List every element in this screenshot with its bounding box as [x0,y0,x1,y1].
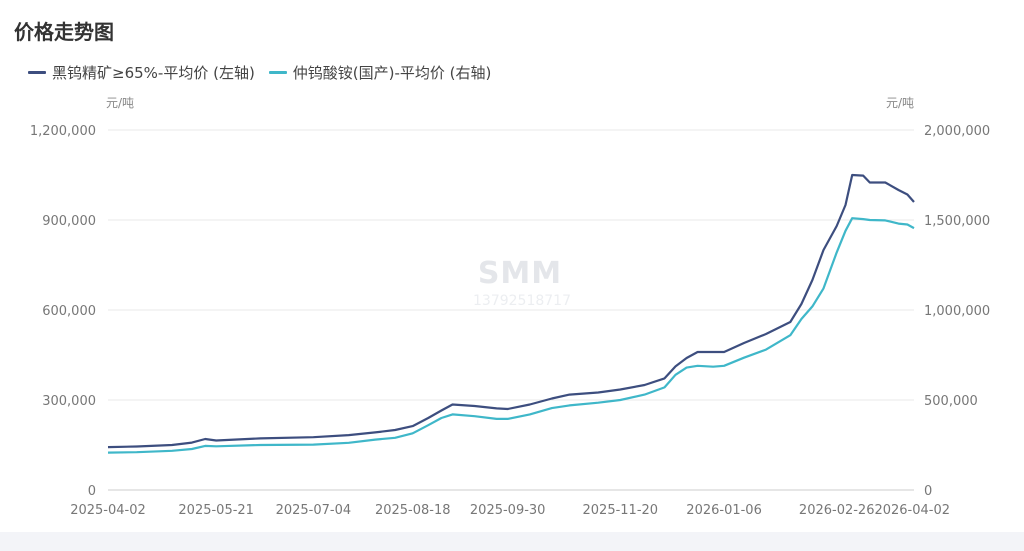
bottom-scroll-bar[interactable] [0,532,1024,551]
price-trend-chart: SMM 13792518717 1,200,000 900,000 600,000 3… [30,96,990,518]
x-tick-label: 2026-01-06 [686,503,762,518]
y-right-tick-label: 0 [924,484,932,499]
y-axis-right: 2,000,000 1,500,000 1,000,000 500,000 0 [924,124,990,499]
grid-lines [108,129,914,491]
chart-title: 价格走势图 [14,20,114,44]
legend-item-series-left[interactable]: 黑钨精矿≥65%-平均价 (左轴) [28,62,255,83]
x-tick-label: 2025-08-18 [375,503,451,518]
legend-swatch-left [28,71,46,74]
y-left-tick-label: 600,000 [42,304,96,319]
y-right-tick-label: 1,000,000 [924,304,990,319]
legend-swatch-right [268,71,287,74]
y-left-tick-label: 900,000 [42,214,96,229]
legend-label-left: 黑钨精矿≥65%-平均价 (左轴) [52,64,255,82]
x-tick-label: 2026-04-02 [874,503,950,518]
y-left-tick-label: 0 [88,484,96,499]
y-axis-left: 1,200,000 900,000 600,000 300,000 0 [30,124,96,499]
legend: 黑钨精矿≥65%-平均价 (左轴) 仲钨酸铵(国产)-平均价 (右轴) [28,62,505,83]
series-line-right[interactable] [107,217,915,454]
series-line-left[interactable] [107,173,915,449]
y-axis-right-unit: 元/吨 [886,96,914,110]
legend-item-series-right[interactable]: 仲钨酸铵(国产)-平均价 (右轴) [268,62,492,83]
x-tick-label: 2025-04-02 [70,503,146,518]
x-tick-label: 2025-11-20 [583,503,659,518]
y-right-tick-label: 2,000,000 [924,124,990,139]
y-left-tick-label: 300,000 [42,394,96,409]
y-right-tick-label: 1,500,000 [924,214,990,229]
y-right-tick-label: 500,000 [924,394,978,409]
x-tick-label: 2025-09-30 [470,503,546,518]
x-tick-label: 2025-07-04 [276,503,352,518]
series-lines [107,173,915,454]
x-axis: 2025-04-02 2025-05-21 2025-07-04 2025-08-18… [70,503,950,518]
x-tick-label: 2025-05-21 [178,503,254,518]
y-axis-left-unit: 元/吨 [106,96,134,110]
y-left-tick-label: 1,200,000 [30,124,96,139]
watermark-phone: 13792518717 [473,293,571,309]
legend-label-right: 仲钨酸铵(国产)-平均价 (右轴) [292,64,492,82]
watermark-brand: SMM [478,256,562,291]
x-tick-label: 2026-02-26 [799,503,875,518]
